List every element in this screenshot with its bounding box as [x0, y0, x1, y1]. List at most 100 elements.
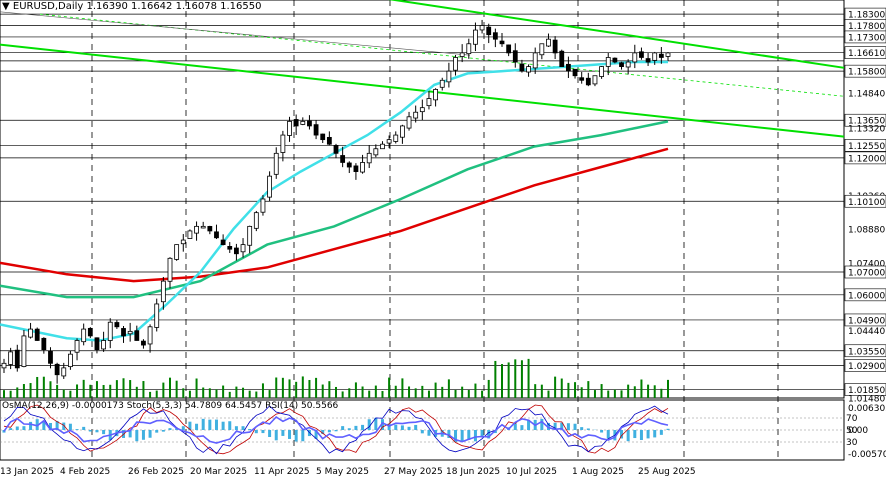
candle-body [214, 232, 218, 238]
price-axis-label: 1.17300 [848, 33, 885, 43]
candle-body [560, 51, 564, 66]
volume-bar [129, 380, 131, 398]
candle-body [626, 62, 630, 67]
candle-body [208, 226, 212, 231]
osma-bar [95, 430, 98, 432]
price-axis-label: 1.02900 [848, 362, 885, 372]
dropdown-triangle-icon[interactable]: ▼ [2, 1, 10, 12]
candle-body [347, 163, 351, 167]
osma-bar [69, 424, 72, 430]
candle-body [22, 336, 26, 367]
candle-body [241, 245, 245, 252]
osma-label: OsMA(12,26,9) -0.0000173 [2, 401, 124, 411]
volume-bar [275, 377, 277, 398]
date-axis-label: 27 May 2025 [384, 467, 443, 477]
volume-bar [514, 359, 516, 398]
candle-body [68, 354, 72, 366]
candle-body [440, 80, 444, 87]
candle-body [122, 328, 126, 335]
osma-bar [261, 430, 264, 433]
osma-bar [580, 427, 583, 430]
osma-bar [328, 430, 331, 432]
volume-bar [587, 381, 589, 398]
candle-body [460, 53, 464, 57]
candle-body [234, 248, 238, 254]
candle-body [195, 226, 199, 233]
volume-bar [162, 383, 164, 398]
candle-body [586, 78, 590, 85]
symbol-label: EURUSD,Daily [13, 1, 83, 12]
price-axis-label: 1.07000 [848, 269, 885, 279]
volume-bar [69, 391, 71, 398]
candle-body [513, 51, 517, 62]
osma-bar [401, 425, 404, 430]
candle-body [254, 213, 258, 229]
candle-body [29, 329, 33, 337]
price-axis-label: 1.12550 [848, 142, 885, 152]
candle-body [407, 117, 411, 128]
volume-bar [521, 360, 523, 398]
candle-body [639, 52, 643, 58]
candle-body [666, 53, 670, 57]
osma-bar [633, 430, 636, 438]
volume-bar [627, 385, 629, 398]
candle-body [374, 149, 378, 155]
candle-body [500, 41, 504, 44]
volume-bar [567, 383, 569, 398]
volume-bar [488, 380, 490, 398]
candle-body [281, 135, 285, 152]
osma-bar [16, 427, 19, 430]
volume-bar [607, 391, 609, 398]
volume-bar [269, 390, 271, 398]
volume-bar [302, 376, 304, 398]
volume-bar [289, 379, 291, 398]
candle-body [62, 368, 66, 376]
volume-bar [136, 387, 138, 398]
price-axis-label: 1.04440 [848, 327, 885, 337]
date-axis-label: 1 Aug 2025 [572, 467, 624, 477]
volume-bar [561, 379, 563, 398]
osma-axis-label: 0.006303 [848, 404, 886, 414]
candle-body [387, 140, 391, 143]
candle-body [141, 341, 145, 345]
osma-bar [155, 430, 158, 433]
osma-bar [567, 423, 570, 430]
volume-bar [169, 378, 171, 398]
volume-bar [634, 386, 636, 398]
volume-bar [308, 380, 310, 398]
candle-body [168, 258, 172, 281]
price-axis-label: 1.03550 [848, 347, 885, 357]
osma-bar [9, 428, 12, 430]
volume-bar [123, 378, 125, 398]
osma-bar [667, 429, 670, 430]
osma-bar [288, 430, 291, 439]
date-axis-label: 18 Jun 2025 [446, 467, 500, 477]
osma-bar [222, 422, 225, 430]
osma-bar [215, 420, 218, 430]
osma-bar [228, 421, 231, 430]
candle-body [467, 44, 471, 54]
candle-body [307, 121, 311, 126]
candle-body [394, 135, 398, 141]
volume-bar [554, 377, 556, 398]
volume-bar [601, 384, 603, 398]
volume-bar [594, 390, 596, 398]
volume-bar [222, 386, 224, 398]
osma-bar [408, 427, 411, 430]
candle-body [380, 144, 384, 149]
osma-bar [169, 428, 172, 430]
candle-body [327, 137, 331, 144]
price-axis-label: 1.01480 [848, 395, 885, 405]
indicator-level-label: 70 [846, 414, 858, 424]
volume-bar [614, 390, 616, 398]
volume-bar [282, 378, 284, 398]
rsi-label: RSI(14) 50.5566 [265, 401, 338, 411]
candle-body [361, 162, 365, 172]
price-axis-label: 1.10100 [848, 198, 885, 208]
date-axis-label: 5 May 2025 [316, 467, 369, 477]
candle-body [367, 153, 371, 163]
osma-bar [660, 430, 663, 435]
osma-bar [195, 424, 198, 430]
candle-body [454, 57, 458, 70]
